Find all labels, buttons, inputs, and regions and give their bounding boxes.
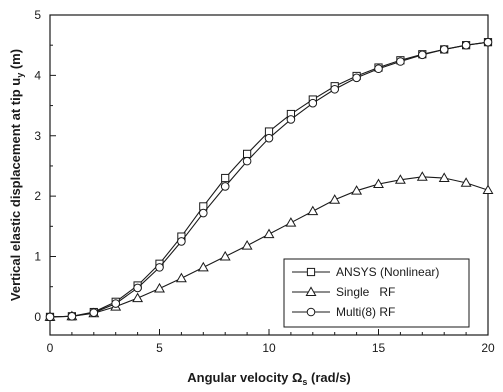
- data-point-triangle: [154, 282, 165, 293]
- y-tick-label: 4: [34, 68, 41, 82]
- series-layer: [44, 37, 494, 322]
- data-point-triangle: [460, 177, 472, 187]
- y-tick-label: 1: [34, 250, 41, 264]
- data-point-triangle: [132, 292, 144, 303]
- legend-label: ANSYS (Nonlinear): [336, 265, 439, 279]
- data-point-triangle: [482, 184, 494, 195]
- data-point-circle: [155, 263, 164, 272]
- data-point-circle: [308, 98, 318, 108]
- data-point-circle: [133, 283, 142, 293]
- data-point-triangle: [373, 178, 384, 189]
- data-point-circle: [242, 156, 252, 166]
- legend-entry: ANSYS (Nonlinear): [292, 265, 439, 279]
- data-point-circle: [111, 299, 120, 308]
- data-point-square: [221, 173, 230, 183]
- data-point-triangle: [219, 250, 231, 261]
- legend-label: Single RF: [336, 285, 395, 299]
- data-point-triangle: [197, 261, 209, 272]
- data-point-circle: [418, 50, 427, 60]
- y-tick-label: 3: [34, 129, 41, 143]
- data-point-circle: [330, 84, 340, 94]
- data-point-circle: [439, 45, 449, 54]
- data-point-triangle: [263, 228, 275, 239]
- x-tick-label: 15: [372, 341, 386, 355]
- data-point-circle: [220, 182, 230, 191]
- legend: ANSYS (Nonlinear) Single RF Multi(8) RF: [283, 258, 470, 328]
- x-axis-label: Angular velocity Ωs (rad/s): [187, 370, 351, 387]
- data-point-circle: [67, 311, 77, 321]
- legend-entry: Single RF: [292, 285, 395, 299]
- data-point-circle: [461, 40, 471, 50]
- legend-label: Multi(8) RF: [336, 305, 395, 319]
- data-point-triangle: [394, 174, 406, 184]
- series-circle: [45, 37, 493, 322]
- x-tick-label: 0: [47, 341, 54, 355]
- legend-marker-triangle: [305, 286, 317, 296]
- data-point-triangle: [307, 205, 319, 216]
- legend-entry: Multi(8) RF: [292, 305, 395, 319]
- x-tick-label: 10: [262, 341, 276, 355]
- y-tick-label: 5: [34, 8, 41, 22]
- y-axis-ticks: 0 1 2 3 4 5: [34, 8, 56, 324]
- data-point-circle: [483, 37, 493, 47]
- legend-marker-circle: [306, 307, 316, 317]
- data-point-triangle: [351, 185, 363, 195]
- data-point-circle: [352, 73, 361, 83]
- data-point-triangle: [416, 171, 428, 181]
- data-point-circle: [89, 308, 99, 317]
- data-point-circle: [199, 208, 208, 218]
- data-point-square: [243, 149, 252, 158]
- data-point-triangle: [438, 172, 450, 182]
- y-axis-label: Vertical elastic displacement at tip uy …: [8, 49, 25, 301]
- data-point-triangle: [285, 217, 297, 227]
- y-tick-label: 0: [34, 310, 41, 324]
- legend-marker-square: [306, 267, 316, 277]
- data-point-circle: [374, 64, 383, 74]
- data-point-circle: [286, 115, 296, 124]
- data-point-circle: [45, 312, 55, 322]
- data-point-circle: [264, 133, 274, 143]
- x-tick-label: 5: [156, 341, 163, 355]
- plot-area: 0 5 10 15 20 0 1 2 3 4 5: [34, 8, 495, 355]
- data-point-circle: [177, 237, 186, 246]
- data-point-triangle: [175, 272, 187, 283]
- x-axis-ticks: 0 5 10 15 20: [47, 329, 495, 355]
- data-point-circle: [396, 57, 405, 66]
- y-tick-label: 2: [34, 189, 41, 203]
- data-point-triangle: [329, 194, 341, 204]
- x-tick-label: 20: [481, 341, 495, 355]
- data-point-triangle: [241, 240, 253, 250]
